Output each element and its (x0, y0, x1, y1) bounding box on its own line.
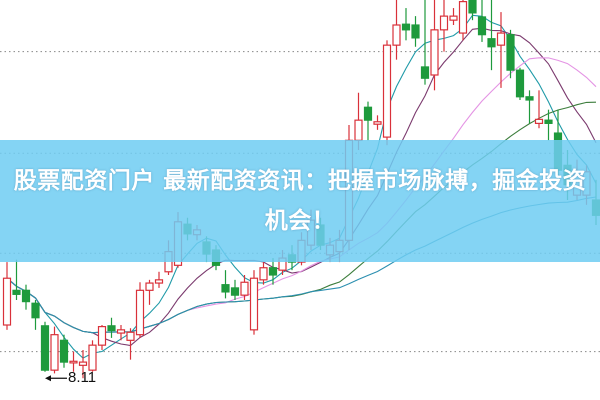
candle-down (506, 34, 515, 71)
candle-down (411, 24, 420, 39)
candle-down (12, 289, 21, 295)
candle-up (249, 277, 259, 331)
candle-up (354, 119, 363, 141)
candle-down (420, 66, 430, 79)
candle-down (221, 284, 230, 293)
candle-up (135, 289, 145, 336)
candle-up (458, 1, 468, 34)
candle-down (31, 302, 40, 319)
candle-down (363, 106, 373, 121)
candle-up (2, 277, 12, 326)
candle-up (449, 15, 458, 21)
candle-down (107, 325, 116, 332)
candle-up (97, 326, 107, 346)
candle-down (544, 119, 553, 124)
candle-down (40, 325, 50, 371)
candle-up (392, 24, 401, 46)
candle-down (525, 96, 534, 101)
candle-up (430, 29, 439, 76)
candle-up (240, 281, 249, 296)
candle-down (477, 16, 487, 36)
candle-up (116, 329, 126, 334)
low-price-annotation: 8.11 (68, 369, 97, 387)
candle-down (468, 0, 477, 14)
banner-title: 股票配资门户 最新配资资讯：把握市场脉搏，掘金投资机会！ (13, 168, 587, 234)
candle-up (534, 118, 544, 124)
candle-down (268, 267, 278, 276)
candle-down (401, 23, 411, 31)
candle-up (154, 279, 164, 284)
candle-up (382, 44, 392, 138)
candle-down (487, 38, 496, 48)
candle-up (496, 32, 506, 46)
candle-up (126, 331, 135, 341)
candle-up (439, 15, 449, 31)
candle-up (88, 344, 97, 371)
candle-down (21, 289, 31, 303)
candle-down (59, 339, 69, 363)
title-banner: 股票配资门户 最新配资资讯：把握市场脉搏，掘金投资机会！ (0, 140, 600, 262)
candle-up (373, 121, 382, 125)
annotation-arrow-head (45, 375, 51, 382)
candle-up (145, 282, 154, 291)
candle-up (78, 361, 88, 366)
candle-up (50, 334, 59, 371)
candle-down (230, 287, 240, 296)
candle-down (515, 69, 525, 98)
candle-up (259, 267, 268, 281)
candle-up (69, 360, 78, 364)
